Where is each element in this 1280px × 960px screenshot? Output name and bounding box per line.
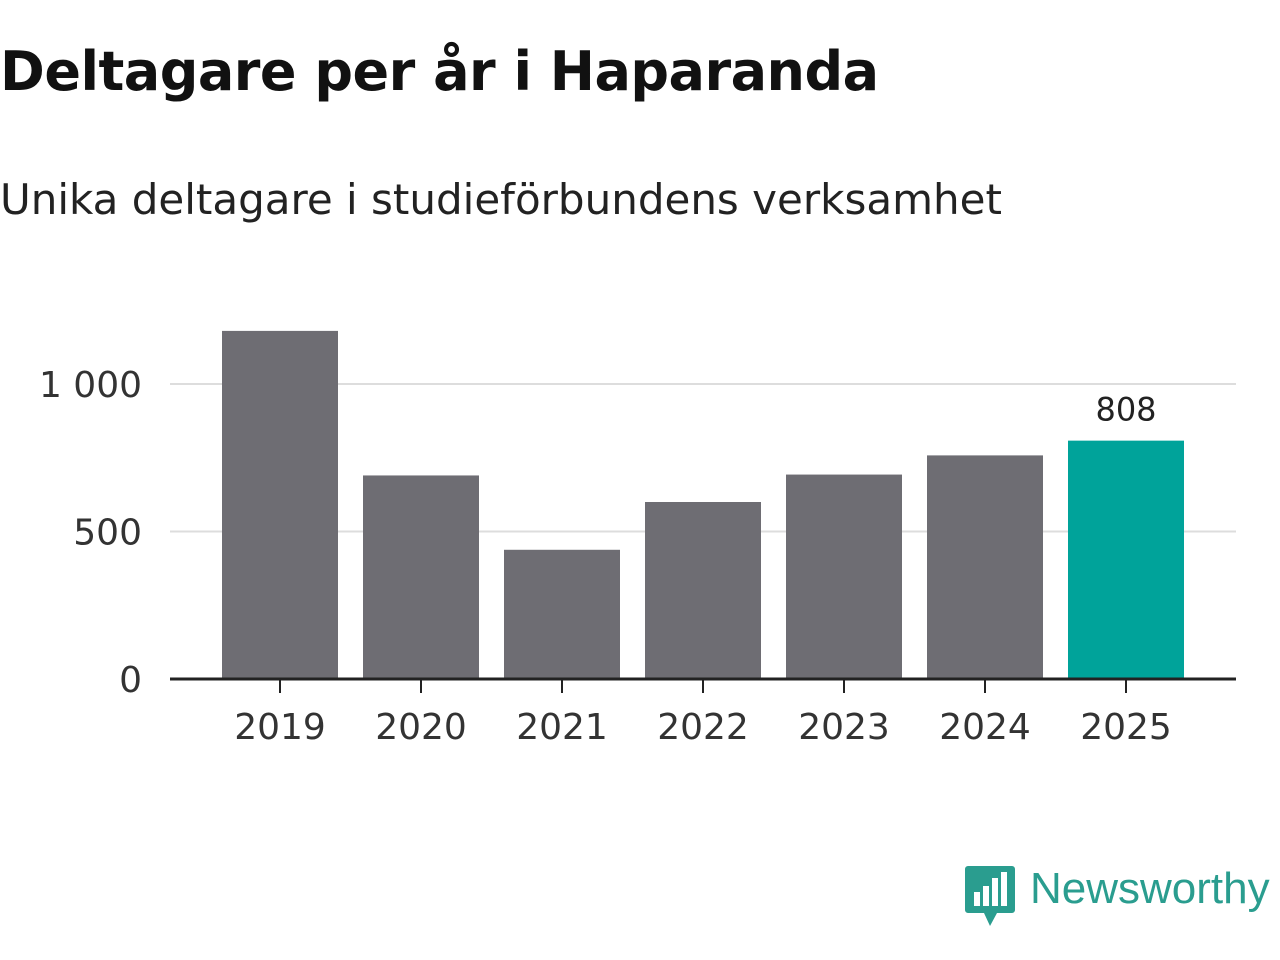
data-label-2025: 808 xyxy=(1095,391,1156,429)
bar-2023 xyxy=(786,474,902,679)
x-tick-label: 2024 xyxy=(939,707,1031,748)
bar-2021 xyxy=(504,549,620,679)
x-tick-label: 2025 xyxy=(1080,707,1172,748)
x-tick-label: 2019 xyxy=(234,707,326,748)
x-tick-label: 2021 xyxy=(516,707,608,748)
bar-2019 xyxy=(222,330,338,679)
newsworthy-logo[interactable]: Newsworthy xyxy=(964,864,1270,928)
bar-2022 xyxy=(645,502,761,679)
bar-2020 xyxy=(363,475,479,679)
x-tick-label: 2020 xyxy=(375,707,467,748)
bar-2024 xyxy=(927,455,1043,679)
y-tick-label: 500 xyxy=(73,513,142,554)
y-tick-label: 1 000 xyxy=(39,365,142,406)
brand-name: Newsworthy xyxy=(1030,864,1270,913)
bar-chart-speech-bubble-icon xyxy=(965,866,1015,926)
x-tick-label: 2023 xyxy=(798,707,890,748)
y-tick-label: 0 xyxy=(119,660,142,701)
bar-chart: 0 500 1 000 2019 2020 2021 2022 2023 2024 2025 808 xyxy=(39,330,1236,748)
bar-2025 xyxy=(1068,440,1184,679)
x-tick-label: 2022 xyxy=(657,707,749,748)
page-subtitle: Unika deltagare i studieförbundens verks… xyxy=(0,175,1002,224)
page-title: Deltagare per år i Haparanda xyxy=(0,40,879,103)
